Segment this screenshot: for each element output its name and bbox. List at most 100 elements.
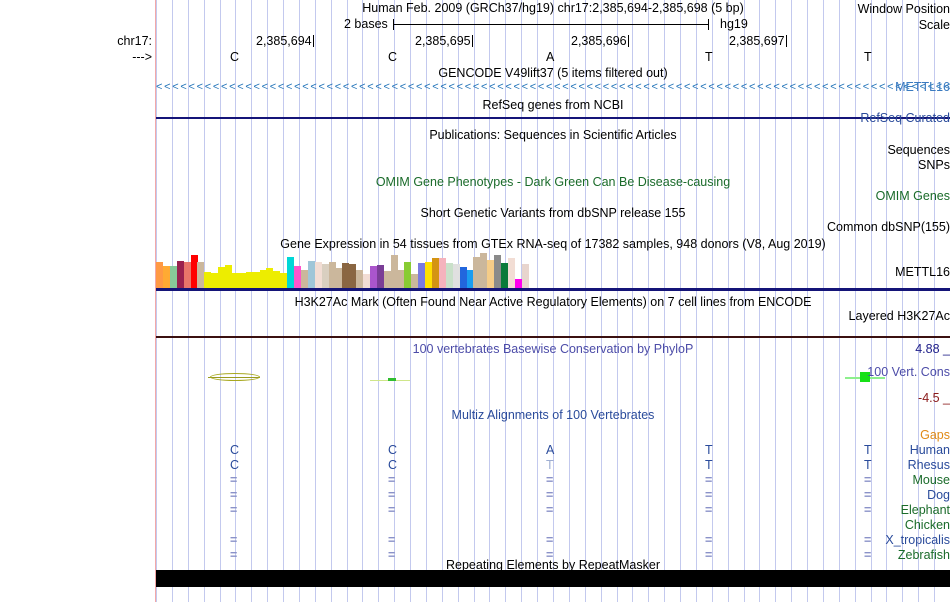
track-label-phylop[interactable]: 100 Vert. Cons xyxy=(867,365,950,379)
multiz-species-label[interactable]: Mouse xyxy=(912,473,950,487)
gtex-bar[interactable] xyxy=(314,262,322,288)
gtex-bar[interactable] xyxy=(273,271,281,288)
track-title-gencode: GENCODE V49lift37 (5 items filtered out) xyxy=(438,66,668,80)
gtex-bar[interactable] xyxy=(307,261,315,288)
gtex-bar[interactable] xyxy=(287,257,295,288)
multiz-base: C xyxy=(388,458,398,472)
gtex-bar[interactable] xyxy=(245,272,253,288)
gtex-bar[interactable] xyxy=(335,268,343,288)
multiz-base: C xyxy=(388,443,398,457)
multiz-species-label[interactable]: Zebrafish xyxy=(897,548,950,562)
gtex-bar[interactable] xyxy=(238,273,246,288)
gtex-bar[interactable] xyxy=(197,262,205,288)
multiz-base: = xyxy=(705,488,713,502)
gtex-bar[interactable] xyxy=(459,267,467,288)
track-label-omim[interactable]: OMIM Genes xyxy=(875,189,950,203)
ruler-coordinate: 2,385,694 xyxy=(256,34,314,48)
ruler-base-letter: T xyxy=(705,50,713,64)
gtex-bar[interactable] xyxy=(328,262,336,288)
multiz-base: = xyxy=(388,488,396,502)
multiz-base: = xyxy=(546,488,554,502)
track-label-sequences[interactable]: Sequences xyxy=(887,143,950,157)
multiz-base: = xyxy=(705,533,713,547)
h3k27ac-baseline xyxy=(156,336,950,338)
gtex-bar[interactable] xyxy=(218,267,226,288)
multiz-species-label[interactable]: Chicken xyxy=(904,518,950,532)
multiz-base: = xyxy=(388,473,396,487)
gtex-bar[interactable] xyxy=(418,263,426,288)
gtex-bar[interactable] xyxy=(169,266,177,288)
gtex-bar[interactable] xyxy=(259,270,267,288)
gtex-bar[interactable] xyxy=(521,264,529,288)
gtex-bar[interactable] xyxy=(342,263,350,288)
gtex-bar[interactable] xyxy=(204,272,212,288)
gtex-bar[interactable] xyxy=(494,255,502,288)
multiz-base: = xyxy=(546,473,554,487)
gtex-bar[interactable] xyxy=(211,273,219,288)
gtex-bar[interactable] xyxy=(190,255,198,288)
gtex-bar[interactable] xyxy=(432,258,439,288)
gtex-bar[interactable] xyxy=(162,266,170,288)
gtex-bar[interactable] xyxy=(404,262,412,288)
conservation-mark-2-block xyxy=(388,378,396,381)
gtex-bar[interactable] xyxy=(425,262,433,288)
track-label-repeatmasker[interactable]: RepeatMasker xyxy=(868,572,950,586)
track-label-dbsnp[interactable]: Common dbSNP(155) xyxy=(827,220,950,234)
ruler-tick xyxy=(471,35,473,47)
gtex-bar[interactable] xyxy=(514,279,522,288)
gtex-bar[interactable] xyxy=(411,274,419,288)
multiz-species-label[interactable]: Dog xyxy=(927,488,950,502)
gtex-bar[interactable] xyxy=(480,253,488,288)
gtex-bar[interactable] xyxy=(452,264,460,288)
ruler-coordinate: 2,385,697 xyxy=(729,34,787,48)
gtex-bar[interactable] xyxy=(383,271,391,288)
multiz-base: T xyxy=(705,443,713,457)
track-label-gtex[interactable]: METTL16 xyxy=(895,265,950,279)
multiz-base: C xyxy=(230,443,240,457)
gtex-bar[interactable] xyxy=(466,270,474,288)
gtex-bar[interactable] xyxy=(356,270,364,288)
track-label-snps[interactable]: SNPs xyxy=(918,158,950,172)
gtex-bar[interactable] xyxy=(183,262,191,288)
track-label-h3k27ac[interactable]: Layered H3K27Ac xyxy=(848,309,950,323)
gtex-bar[interactable] xyxy=(266,268,274,288)
ruler-tick xyxy=(627,35,629,47)
assembly-label: hg19 xyxy=(720,17,748,31)
gtex-bar[interactable] xyxy=(156,262,163,288)
gtex-bar[interactable] xyxy=(252,272,260,288)
gtex-bar[interactable] xyxy=(369,266,377,288)
gtex-bar[interactable] xyxy=(473,257,481,288)
scale-label: Scale xyxy=(918,18,950,32)
multiz-base: = xyxy=(388,533,396,547)
gtex-bar[interactable] xyxy=(397,270,405,288)
track-label-refseq[interactable]: RefSeq Curated xyxy=(860,111,950,125)
gtex-bar[interactable] xyxy=(225,265,232,288)
multiz-base: = xyxy=(230,473,238,487)
ruler-base-letter: A xyxy=(546,50,555,64)
multiz-base: C xyxy=(230,458,240,472)
multiz-base: = xyxy=(230,503,238,517)
multiz-species-label[interactable]: Rhesus xyxy=(907,458,950,472)
gtex-bar[interactable] xyxy=(445,263,453,288)
gtex-bar[interactable] xyxy=(176,261,184,288)
gtex-bar[interactable] xyxy=(349,264,357,288)
gtex-bar[interactable] xyxy=(300,270,308,288)
multiz-species-label[interactable]: Human xyxy=(909,443,950,457)
gtex-bar[interactable] xyxy=(501,263,508,288)
conservation-mark-1-shape xyxy=(210,373,260,381)
track-title-multiz: Multiz Alignments of 100 Vertebrates xyxy=(451,408,655,422)
scale-bar xyxy=(393,19,709,30)
multiz-species-label[interactable]: X_tropicalis xyxy=(885,533,950,547)
gtex-bar[interactable] xyxy=(376,265,384,288)
gtex-bar[interactable] xyxy=(363,274,370,288)
gtex-bar[interactable] xyxy=(294,266,301,288)
gtex-bar[interactable] xyxy=(507,258,515,288)
multiz-species-label[interactable]: Gaps xyxy=(920,428,950,442)
multiz-base: = xyxy=(705,503,713,517)
gtex-bar[interactable] xyxy=(487,260,495,288)
multiz-base: T xyxy=(864,458,872,472)
gtex-bar[interactable] xyxy=(321,264,329,288)
track-label-gencode[interactable]: METTL16 xyxy=(895,80,950,94)
ruler-tick xyxy=(312,35,314,47)
multiz-species-label[interactable]: Elephant xyxy=(900,503,950,517)
